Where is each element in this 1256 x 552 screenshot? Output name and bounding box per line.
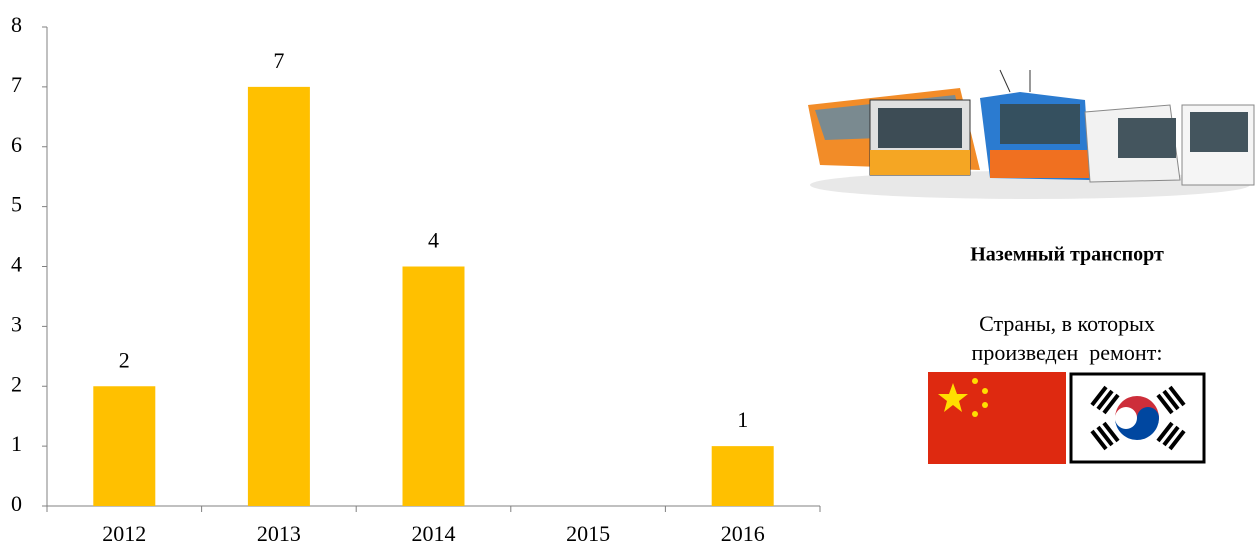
x-tick-label: 2013 [257, 521, 301, 546]
flag-korea [1069, 372, 1206, 464]
y-tick-label: 6 [11, 132, 22, 157]
value-label: 7 [273, 48, 284, 73]
y-tick-label: 7 [11, 72, 22, 97]
bar [247, 86, 310, 506]
y-tick-label: 0 [11, 491, 22, 516]
x-tick-label: 2015 [566, 521, 610, 546]
x-tick-label: 2016 [721, 521, 765, 546]
bar [711, 446, 774, 506]
side-title: Наземный транспорт [970, 244, 1164, 266]
bar [93, 386, 156, 506]
transport-image [808, 69, 1255, 199]
value-label: 4 [428, 228, 439, 253]
value-label: 1 [737, 407, 748, 432]
value-label: 2 [119, 347, 130, 372]
y-tick-label: 3 [11, 311, 22, 336]
y-tick-label: 8 [11, 12, 22, 37]
x-tick-label: 2014 [412, 521, 456, 546]
bar [402, 266, 465, 506]
y-tick-label: 1 [11, 431, 22, 456]
side-text: Страны, в которых [979, 311, 1155, 336]
y-tick-label: 4 [11, 252, 22, 277]
side-text: произведен ремонт: [972, 340, 1163, 365]
y-tick-label: 2 [11, 371, 22, 396]
flag-china [928, 372, 1066, 464]
y-tick-label: 5 [11, 192, 22, 217]
x-tick-label: 2012 [102, 521, 146, 546]
